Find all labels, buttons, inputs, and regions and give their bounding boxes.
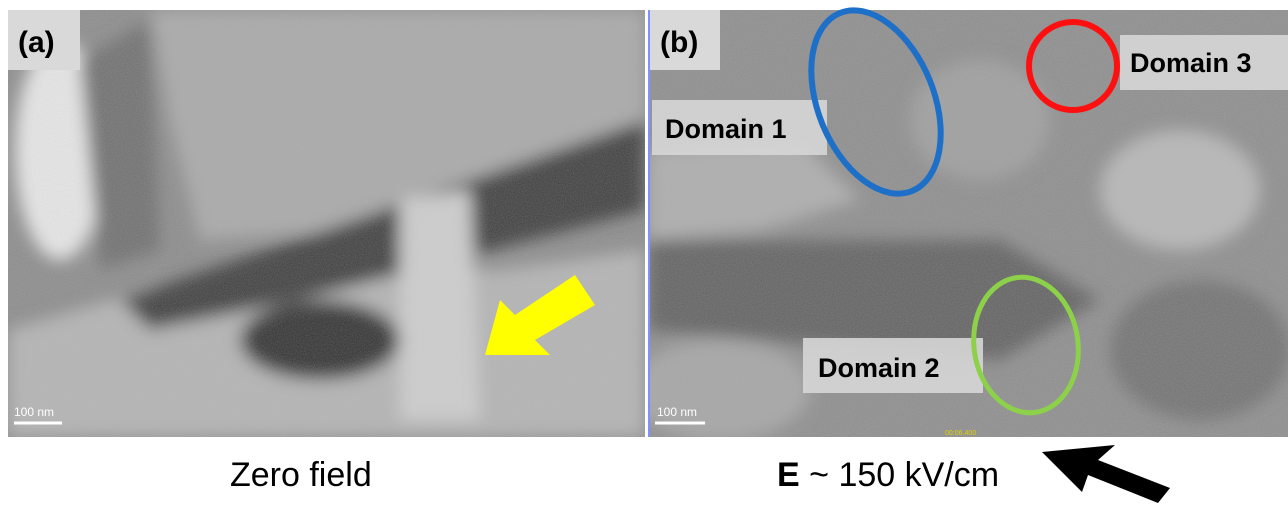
figure: (a) 100 nm (b) 100 nm 00:06.400 Domain 1… (0, 0, 1288, 505)
arrow (1042, 445, 1170, 503)
scale-bar-label: 100 nm (657, 405, 697, 419)
panel-label: (a) (18, 26, 55, 59)
domain-label: Domain 2 (818, 353, 940, 383)
scale-bar-label: 100 nm (14, 405, 54, 419)
caption: E ~ 150 kV/cm (777, 456, 999, 494)
domain-label: Domain 3 (1130, 48, 1252, 78)
panel-a-image (8, 10, 645, 437)
timestamp: 00:06.400 (945, 430, 976, 437)
caption-text: ~ 150 kV/cm (809, 456, 999, 494)
field-symbol: E (777, 456, 800, 494)
caption: Zero field (230, 456, 372, 494)
panel-label: (b) (660, 26, 698, 59)
domain-label: Domain 1 (665, 114, 787, 144)
